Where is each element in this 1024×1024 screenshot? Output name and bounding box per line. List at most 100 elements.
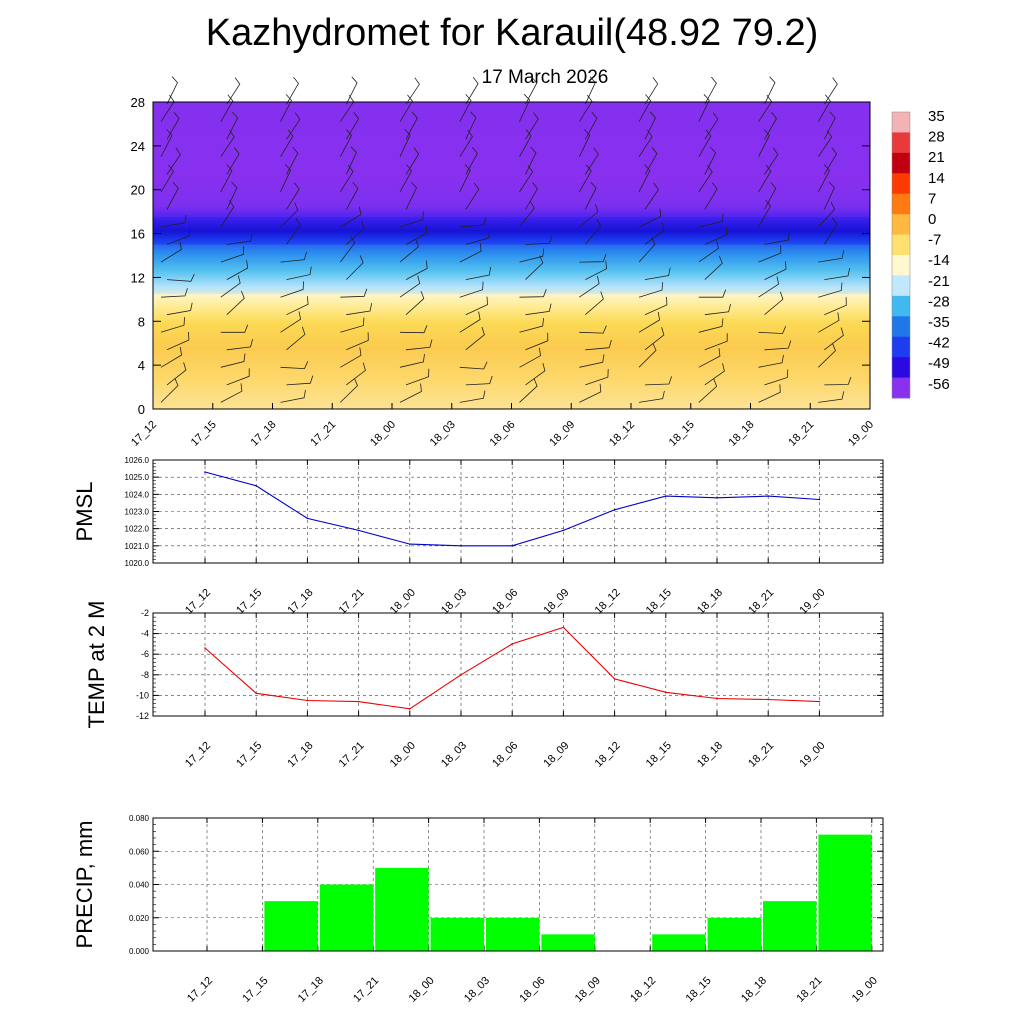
wind-barb	[758, 199, 771, 228]
temp-y-tick-label: -6	[141, 649, 149, 659]
heatmap-x-tick-label: 18_03	[428, 419, 458, 449]
temp-y-tick-label: -10	[136, 690, 149, 700]
wind-barb	[764, 232, 790, 245]
colorbar-swatch	[892, 255, 910, 276]
colorbar-swatch	[892, 377, 910, 399]
wind-barb	[698, 94, 710, 122]
temp-x-tick-label: 17_12	[183, 740, 213, 770]
wind-barb	[220, 200, 235, 228]
wind-barb	[644, 267, 671, 280]
heatmap-x-tick-label: 17_21	[308, 419, 338, 449]
heatmap-x-tick-label: 18_06	[488, 419, 518, 449]
wind-barb	[226, 181, 238, 210]
precip-y-tick-label: 0.040	[129, 881, 150, 890]
colorbar-swatch	[892, 112, 910, 133]
wind-barb	[758, 326, 787, 334]
wind-barb	[698, 129, 712, 157]
wind-barb	[345, 76, 358, 105]
wind-barb	[644, 296, 668, 316]
wind-barb	[758, 129, 770, 157]
wind-barb	[764, 369, 789, 386]
wind-barb	[764, 291, 784, 316]
wind-barb	[585, 339, 612, 351]
colorbar-label: 35	[928, 108, 945, 125]
wind-barb	[166, 227, 190, 245]
heatmap-x-tick-label: 18_18	[727, 419, 757, 449]
wind-barb	[519, 165, 534, 193]
temp-data-point	[613, 678, 616, 680]
colorbar-label: -49	[928, 355, 950, 372]
pmsl-x-tick-label: 18_09	[541, 587, 571, 617]
wind-barb	[525, 303, 552, 316]
wind-barb	[704, 226, 728, 245]
wind-barb	[160, 317, 185, 333]
temp-y-tick-label: -8	[141, 670, 149, 680]
temp-data-point	[562, 626, 565, 629]
wind-barb	[166, 362, 187, 386]
wind-barb	[280, 164, 292, 193]
wind-barb	[584, 111, 598, 140]
wind-barb	[824, 327, 844, 351]
wind-barb	[346, 255, 364, 280]
heatmap-x-tick-label: 17_12	[129, 419, 159, 449]
wind-barb	[280, 361, 309, 370]
colorbar-label: 7	[928, 190, 936, 207]
pmsl-x-tick-label: 18_15	[644, 587, 674, 617]
wind-barb	[638, 236, 656, 263]
colorbar-label: -56	[928, 376, 950, 393]
wind-barb	[399, 211, 424, 228]
wind-barb	[226, 233, 253, 245]
wind-barb	[220, 324, 249, 333]
wind-barb	[579, 383, 602, 403]
wind-barb	[286, 375, 314, 386]
temp-x-tick-label: 18_09	[541, 740, 571, 770]
precip-bar	[652, 934, 706, 951]
temp-x-tick-label: 18_12	[593, 740, 623, 770]
precip-bar	[541, 934, 595, 951]
wind-barb	[280, 129, 294, 158]
wind-barb	[704, 76, 717, 105]
wind-barb	[704, 146, 717, 175]
wind-barb	[644, 182, 659, 210]
wind-barb	[465, 296, 488, 316]
wind-barb	[286, 266, 312, 280]
wind-barb	[525, 112, 539, 140]
colorbar-swatch	[892, 214, 910, 236]
pmsl-y-tick-label: 1024.0	[125, 490, 150, 499]
wind-barb	[525, 235, 553, 245]
wind-barb	[644, 147, 658, 175]
wind-barb	[704, 182, 718, 210]
wind-barb	[824, 268, 851, 280]
wind-barb	[818, 343, 836, 368]
precip-bar	[707, 917, 761, 951]
wind-barb	[339, 129, 352, 157]
pmsl-y-tick-label: 1025.0	[125, 473, 150, 482]
wind-barb	[584, 181, 597, 210]
wind-barb	[459, 311, 481, 333]
temp-x-tick-label: 18_03	[439, 740, 469, 770]
wind-barb	[764, 76, 776, 105]
precip-bar	[763, 901, 817, 951]
wind-barb	[459, 217, 487, 228]
precip-bar	[319, 884, 374, 951]
wind-barb	[824, 376, 852, 386]
wind-barb	[704, 363, 725, 386]
wind-barb	[764, 147, 779, 175]
wind-barb	[758, 354, 784, 368]
pmsl-data-point	[357, 529, 360, 532]
colorbar-label: 14	[928, 170, 945, 187]
wind-barb	[525, 182, 538, 210]
wind-barb	[226, 368, 250, 386]
precip-x-tick-label: 19_00	[850, 975, 880, 1005]
wind-barb	[519, 129, 532, 157]
colorbar-label: -21	[928, 273, 950, 290]
colorbar-label: -35	[928, 314, 950, 331]
wind-barb	[399, 383, 422, 403]
wind-barb	[465, 267, 492, 280]
pmsl-y-tick-label: 1021.0	[125, 542, 150, 551]
temp-x-tick-label: 18_06	[490, 740, 520, 770]
wind-barb	[220, 246, 245, 263]
pmsl-x-tick-label: 18_03	[439, 587, 469, 617]
wind-barb	[166, 302, 193, 316]
wind-barb	[644, 222, 665, 245]
